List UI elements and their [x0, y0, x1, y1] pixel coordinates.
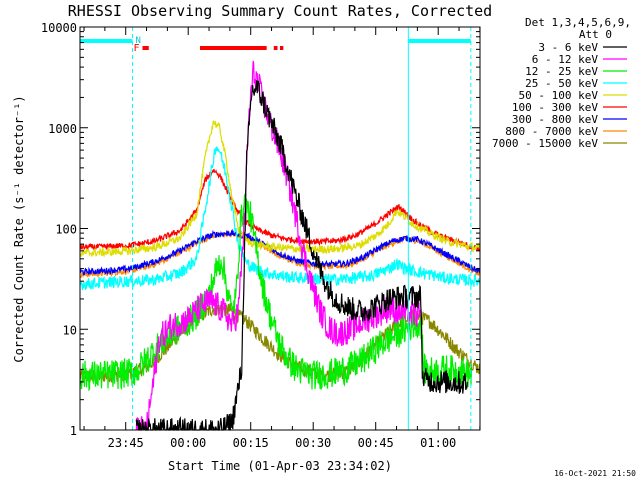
series-line-5	[79, 120, 481, 258]
saa-flag-label: N	[136, 36, 141, 46]
x-tick-label: 01:00	[420, 436, 456, 450]
series-line-7	[79, 228, 481, 277]
y-tick-label: 1	[70, 424, 77, 438]
detector-info-line2: Att 0	[579, 28, 612, 41]
legend-label: 800 - 7000 keV	[505, 125, 598, 138]
y-axis-label: Corrected Count Rate (s⁻¹ detector⁻¹)	[12, 95, 26, 362]
footer-date-stamp: 16-Oct-2021 21:50	[554, 469, 636, 478]
y-tick-label: 100	[55, 223, 77, 237]
series-line-4	[79, 146, 481, 291]
legend-label: 25 - 50 keV	[525, 77, 598, 90]
x-axis-label: Start Time (01-Apr-03 23:34:02)	[168, 459, 392, 473]
x-tick-label: 00:30	[295, 436, 331, 450]
x-tick-label: 00:00	[170, 436, 206, 450]
legend-label: 7000 - 15000 keV	[492, 137, 598, 150]
x-tick-label: 00:45	[358, 436, 394, 450]
legend-label: 12 - 25 keV	[525, 65, 598, 78]
chart-title: RHESSI Observing Summary Count Rates, Co…	[68, 2, 492, 20]
y-tick-label: 10000	[41, 21, 77, 35]
x-tick-label: 00:15	[233, 436, 269, 450]
legend-label: 300 - 800 keV	[512, 113, 598, 126]
flare-flag-label: F	[134, 43, 140, 54]
legend-label: 6 - 12 keV	[532, 53, 599, 66]
legend-label: 100 - 300 keV	[512, 101, 598, 114]
y-tick-label: 10	[63, 323, 77, 337]
y-tick-label: 1000	[48, 122, 77, 136]
series-line-6	[79, 168, 481, 252]
detector-info-line1: Det 1,3,4,5,6,9,	[525, 16, 631, 29]
x-tick-label: 23:45	[108, 436, 144, 450]
series-line-3	[79, 193, 473, 392]
legend-label: 50 - 100 keV	[519, 89, 599, 102]
series-line-1	[135, 80, 468, 431]
legend-label: 3 - 6 keV	[538, 41, 598, 54]
